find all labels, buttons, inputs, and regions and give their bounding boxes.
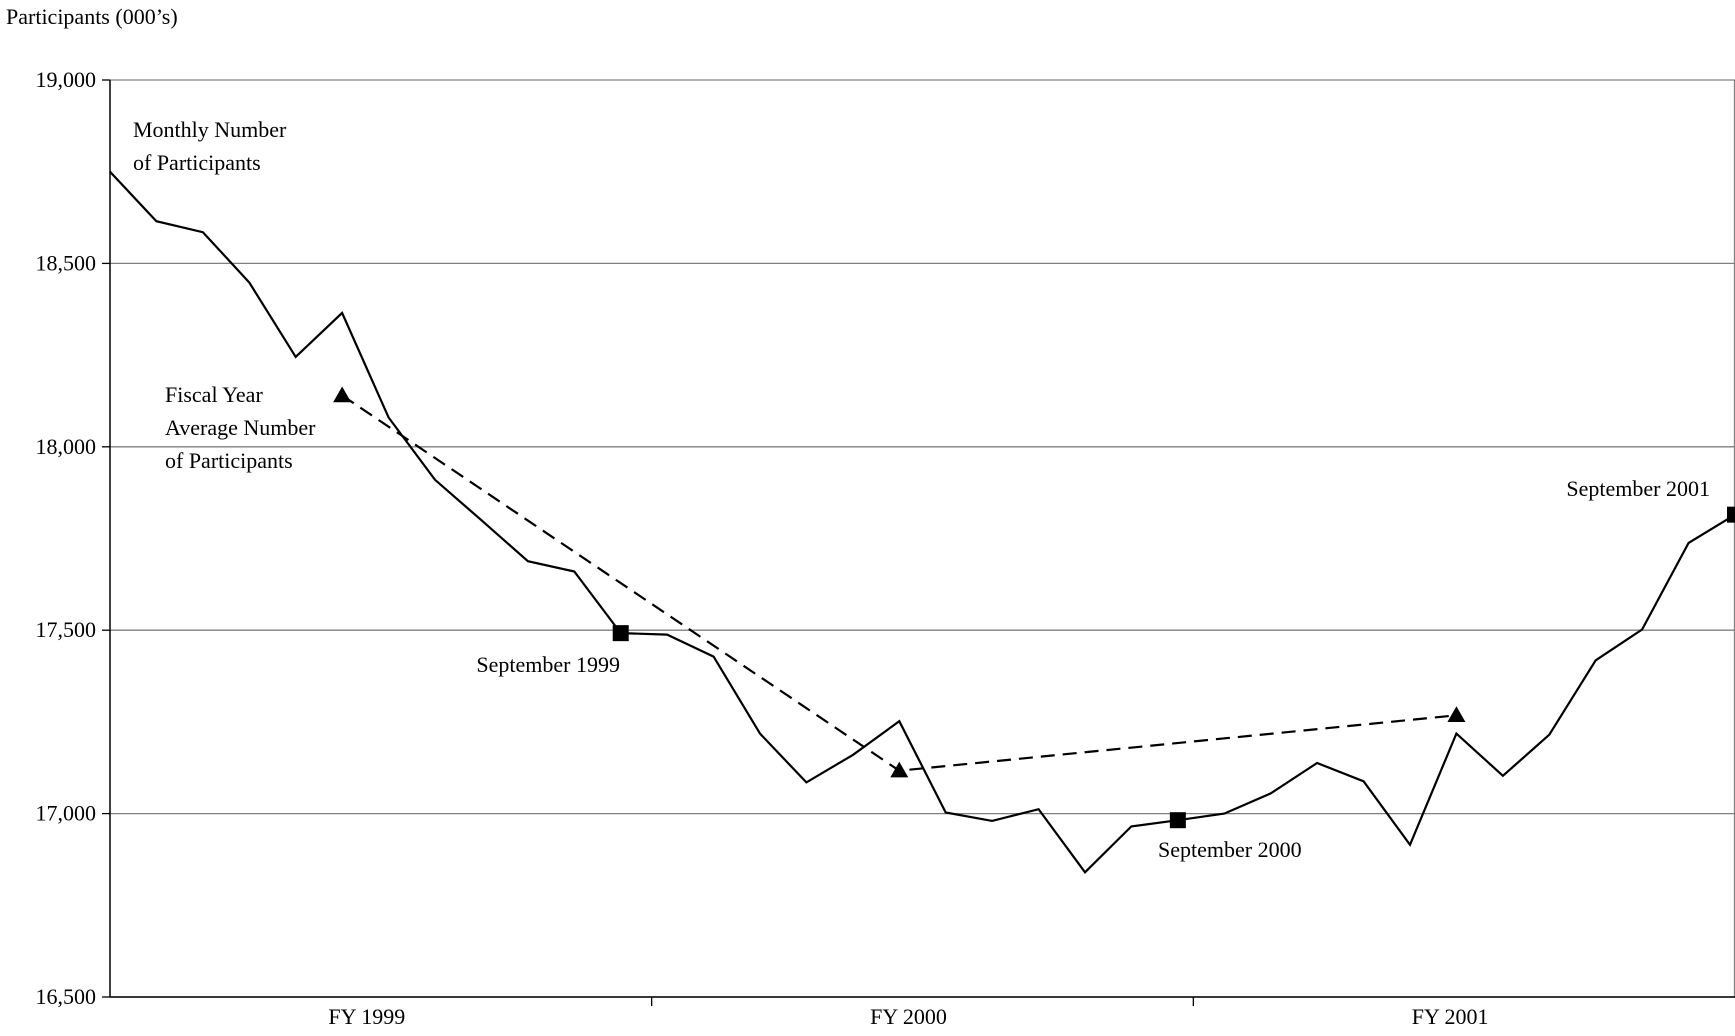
average-series-label: Fiscal Year	[165, 382, 263, 407]
average-series-label: of Participants	[165, 448, 293, 473]
y-tick-label: 17,000	[36, 801, 97, 826]
average-triangle-marker	[890, 761, 909, 778]
monthly-series-label: of Participants	[133, 150, 261, 175]
x-tick-label: FY 2001	[1412, 1004, 1489, 1029]
y-tick-label: 19,000	[36, 67, 97, 92]
average-triangle-marker	[1447, 706, 1466, 723]
average-series-label: Average Number	[165, 415, 316, 440]
y-tick-label: 18,000	[36, 434, 97, 459]
y-tick-label: 16,500	[36, 984, 97, 1009]
y-tick-label: 18,500	[36, 250, 97, 275]
monthly-series-label: Monthly Number	[133, 117, 287, 142]
fiscal-year-average-line	[341, 394, 1457, 772]
september-1999-label: September 1999	[476, 652, 620, 677]
monthly-participants-line	[109, 170, 1735, 874]
september-square-marker	[1727, 506, 1735, 523]
september-square-marker	[1169, 812, 1186, 829]
september-2001-label: September 2001	[1566, 476, 1710, 501]
september-square-marker	[612, 625, 629, 642]
september-2000-label: September 2000	[1158, 837, 1302, 862]
x-tick-label: FY 2000	[870, 1004, 947, 1029]
y-axis-label: Participants (000’s)	[6, 4, 178, 29]
x-tick-label: FY 1999	[328, 1004, 405, 1029]
average-triangle-marker	[333, 386, 352, 403]
y-tick-label: 17,500	[36, 617, 97, 642]
